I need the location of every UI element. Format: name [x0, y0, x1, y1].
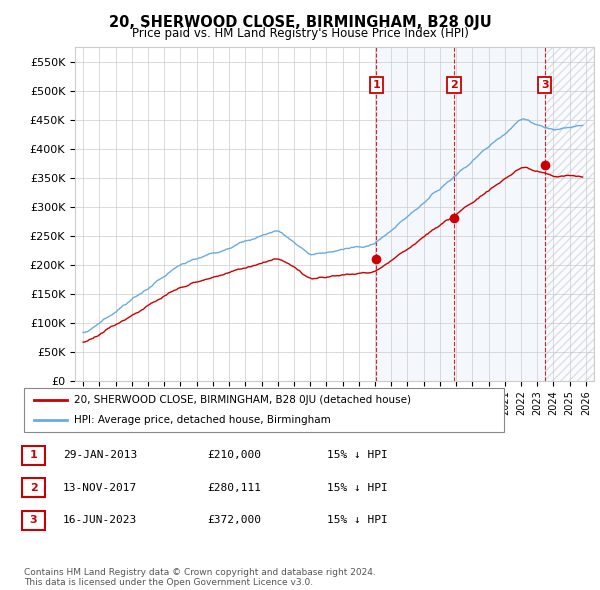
Text: HPI: Average price, detached house, Birmingham: HPI: Average price, detached house, Birm…: [74, 415, 331, 425]
Text: 15% ↓ HPI: 15% ↓ HPI: [327, 516, 388, 525]
Text: 2: 2: [450, 80, 458, 90]
Text: 3: 3: [541, 80, 548, 90]
Text: Price paid vs. HM Land Registry's House Price Index (HPI): Price paid vs. HM Land Registry's House …: [131, 27, 469, 40]
Text: Contains HM Land Registry data © Crown copyright and database right 2024.
This d: Contains HM Land Registry data © Crown c…: [24, 568, 376, 587]
Text: £280,111: £280,111: [207, 483, 261, 493]
Text: 15% ↓ HPI: 15% ↓ HPI: [327, 483, 388, 493]
Text: 1: 1: [373, 80, 380, 90]
Bar: [376, 47, 545, 381]
Text: 20, SHERWOOD CLOSE, BIRMINGHAM, B28 0JU (detached house): 20, SHERWOOD CLOSE, BIRMINGHAM, B28 0JU …: [74, 395, 412, 405]
Text: 15% ↓ HPI: 15% ↓ HPI: [327, 451, 388, 460]
Bar: [545, 47, 594, 381]
Text: £210,000: £210,000: [207, 451, 261, 460]
Text: 3: 3: [30, 516, 37, 525]
Text: 13-NOV-2017: 13-NOV-2017: [63, 483, 137, 493]
Text: 2: 2: [30, 483, 37, 493]
Text: 16-JUN-2023: 16-JUN-2023: [63, 516, 137, 525]
Text: £372,000: £372,000: [207, 516, 261, 525]
Text: 20, SHERWOOD CLOSE, BIRMINGHAM, B28 0JU: 20, SHERWOOD CLOSE, BIRMINGHAM, B28 0JU: [109, 15, 491, 30]
Text: 29-JAN-2013: 29-JAN-2013: [63, 451, 137, 460]
Bar: [545, 47, 594, 381]
Text: 1: 1: [30, 451, 37, 460]
